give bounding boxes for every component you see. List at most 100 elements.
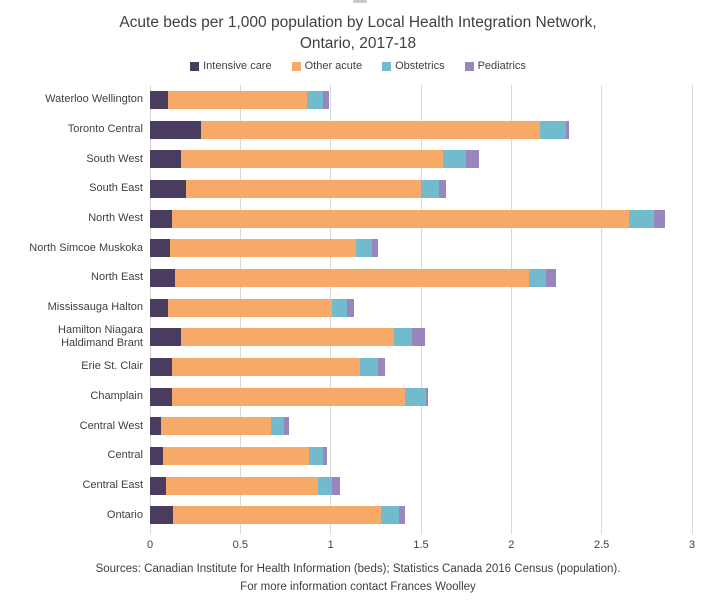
bar-segment-intensive-care bbox=[150, 417, 161, 436]
bar-row bbox=[150, 239, 378, 258]
x-axis-tick-label: 0 bbox=[146, 539, 154, 551]
bar-segment-pediatrics bbox=[565, 120, 570, 139]
bar-segment-pediatrics bbox=[439, 179, 447, 198]
bar-segment-intensive-care bbox=[150, 298, 169, 317]
gridline bbox=[601, 85, 603, 534]
x-axis-tick-label: 1 bbox=[327, 539, 334, 551]
x-axis-tick-label: 0.5 bbox=[232, 539, 248, 551]
gridline bbox=[510, 85, 512, 534]
legend-swatch-icon bbox=[291, 61, 301, 71]
chart-title: Acute beds per 1,000 population by Local… bbox=[0, 12, 716, 54]
bar-segment-obstetrics bbox=[540, 120, 566, 139]
bar-segment-other-acute bbox=[171, 357, 360, 376]
bar-segment-pediatrics bbox=[332, 476, 340, 495]
bar-segment-obstetrics bbox=[628, 209, 655, 228]
bar-segment-obstetrics bbox=[393, 328, 412, 347]
bar-segment-obstetrics bbox=[271, 417, 284, 436]
bar-segment-pediatrics bbox=[283, 417, 290, 436]
category-label: Toronto Central bbox=[67, 122, 143, 135]
bar-segment-obstetrics bbox=[381, 506, 400, 525]
bar-segment-other-acute bbox=[166, 476, 318, 495]
category-label: Central West bbox=[79, 419, 143, 432]
crop-artifact bbox=[353, 0, 367, 3]
legend-label: Intensive care bbox=[203, 60, 272, 72]
bar-segment-intensive-care bbox=[150, 328, 181, 347]
bar-segment-pediatrics bbox=[346, 298, 355, 317]
bar-segment-other-acute bbox=[160, 417, 272, 436]
x-axis-tick-label: 2 bbox=[508, 539, 515, 551]
category-label: Erie St. Clair bbox=[81, 360, 143, 373]
footer-notes: Sources: Canadian Institute for Health I… bbox=[0, 560, 716, 596]
bar-segment-other-acute bbox=[173, 506, 382, 525]
gridline bbox=[691, 85, 693, 534]
bar-segment-other-acute bbox=[171, 387, 405, 406]
bar-row bbox=[150, 298, 355, 317]
legend-item-obstetrics: Obstetrics bbox=[382, 60, 445, 72]
category-label: North Simcoe Muskoka bbox=[29, 241, 143, 254]
bar-segment-other-acute bbox=[171, 209, 629, 228]
bar-segment-pediatrics bbox=[466, 150, 479, 169]
legend-label: Other acute bbox=[304, 60, 363, 72]
category-label: Mississauga Halton bbox=[47, 300, 143, 313]
bar-segment-intensive-care bbox=[150, 120, 201, 139]
bar-segment-other-acute bbox=[169, 239, 356, 258]
legend-label: Pediatrics bbox=[477, 60, 526, 72]
bar-segment-intensive-care bbox=[150, 179, 187, 198]
bar-segment-intensive-care bbox=[150, 268, 176, 287]
category-label: Waterloo Wellington bbox=[45, 93, 143, 106]
bar-segment-obstetrics bbox=[318, 476, 333, 495]
bar-segment-obstetrics bbox=[332, 298, 347, 317]
bar-segment-other-acute bbox=[186, 179, 421, 198]
bar-segment-pediatrics bbox=[377, 357, 385, 376]
bar-segment-intensive-care bbox=[150, 357, 172, 376]
bar-row bbox=[150, 387, 429, 406]
bar-segment-intensive-care bbox=[150, 476, 167, 495]
chart-title-line1: Acute beds per 1,000 population by Local… bbox=[119, 14, 597, 31]
bar-segment-other-acute bbox=[200, 120, 541, 139]
bar-segment-pediatrics bbox=[323, 446, 328, 465]
legend-item-intensive-care: Intensive care bbox=[190, 60, 272, 72]
source-note: Sources: Canadian Institute for Health I… bbox=[95, 563, 621, 575]
bar-segment-other-acute bbox=[180, 150, 443, 169]
bar-segment-pediatrics bbox=[545, 268, 557, 287]
bar-segment-intensive-care bbox=[150, 150, 181, 169]
bar-segment-other-acute bbox=[175, 268, 530, 287]
x-axis-tick-label: 3 bbox=[688, 539, 696, 551]
legend-swatch-icon bbox=[190, 61, 200, 71]
category-label: North West bbox=[88, 211, 143, 224]
chart-legend: Intensive care Other acute Obstetrics Pedia… bbox=[0, 58, 716, 74]
legend-label: Obstetrics bbox=[395, 60, 445, 72]
x-axis-tick-label: 1.5 bbox=[413, 539, 429, 551]
bar-row bbox=[150, 209, 665, 228]
bar-segment-obstetrics bbox=[404, 387, 427, 406]
chart-title-line2: Ontario, 2017-18 bbox=[299, 35, 417, 52]
bar-segment-obstetrics bbox=[308, 446, 324, 465]
bar-row bbox=[150, 506, 405, 525]
category-label: North East bbox=[91, 271, 143, 284]
bar-segment-intensive-care bbox=[150, 209, 172, 228]
bar-row bbox=[150, 417, 290, 436]
bar-segment-obstetrics bbox=[529, 268, 546, 287]
bar-segment-pediatrics bbox=[372, 239, 378, 258]
gridline bbox=[420, 85, 422, 534]
bar-segment-intensive-care bbox=[150, 90, 169, 109]
bar-row bbox=[150, 150, 479, 169]
bar-row bbox=[150, 357, 385, 376]
bar-segment-obstetrics bbox=[355, 239, 373, 258]
bar-segment-pediatrics bbox=[411, 328, 425, 347]
bar-row bbox=[150, 179, 447, 198]
bar-row bbox=[150, 446, 328, 465]
bar-segment-other-acute bbox=[168, 298, 333, 317]
bar-segment-other-acute bbox=[162, 446, 309, 465]
bar-segment-intensive-care bbox=[150, 239, 170, 258]
bar-segment-pediatrics bbox=[399, 506, 405, 525]
category-label: Central East bbox=[82, 478, 143, 491]
category-label: Central bbox=[107, 449, 143, 462]
bar-segment-obstetrics bbox=[420, 179, 440, 198]
bar-segment-other-acute bbox=[180, 328, 394, 347]
legend-swatch-icon bbox=[382, 61, 392, 71]
legend-swatch-icon bbox=[464, 61, 474, 71]
legend-item-other-acute: Other acute bbox=[291, 60, 363, 72]
